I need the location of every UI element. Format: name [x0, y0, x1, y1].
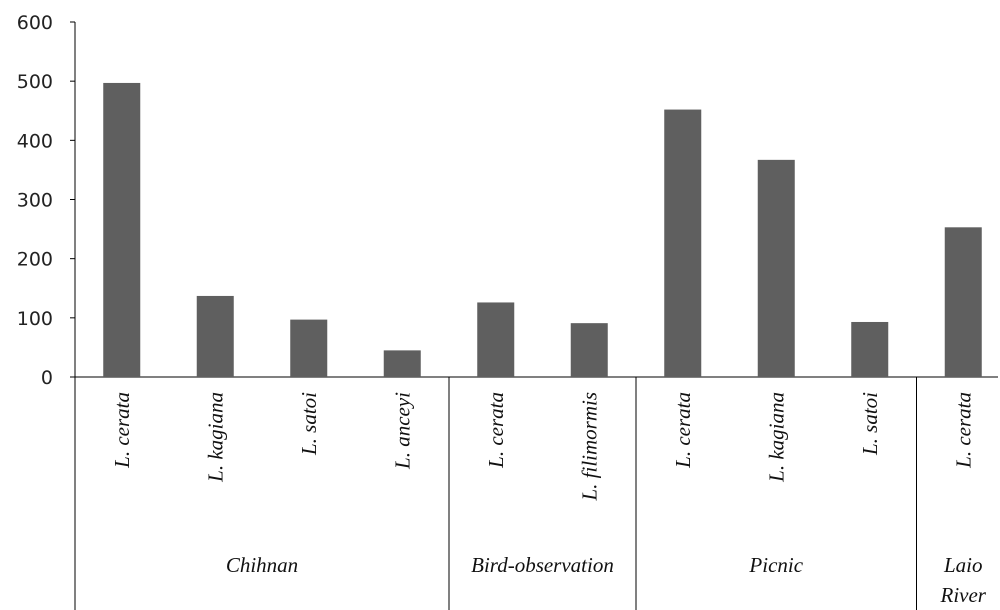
bar [851, 321, 889, 377]
bar [196, 295, 234, 377]
group-label: Laio [943, 553, 983, 577]
group-label: Picnic [748, 553, 803, 577]
bar [570, 323, 608, 377]
bar [103, 82, 141, 378]
group-label: River [940, 583, 987, 607]
bar [944, 227, 982, 377]
y-tick-label: 300 [17, 190, 53, 212]
category-labels: L. cerata L. kagiana L. satoi L. anceyi L. c… [110, 392, 976, 502]
category-label: L. cerata [671, 392, 695, 469]
category-label: L. filimormis [577, 392, 601, 502]
y-tick-label: 400 [17, 130, 53, 152]
y-tick-label: 0 [41, 367, 53, 389]
category-label: L. kagiana [764, 392, 788, 483]
group-label: Chihnan [226, 553, 298, 577]
y-axis-ticks: 0 100 200 300 400 500 600 [17, 12, 75, 389]
category-label: L. anceyi [390, 392, 414, 470]
bar [664, 109, 702, 378]
category-label: L. kagiana [203, 392, 227, 483]
category-label: L. satoi [297, 392, 321, 456]
y-tick-label: 500 [17, 71, 53, 93]
y-tick-label: 600 [17, 12, 53, 34]
bar [290, 319, 328, 377]
group-labels: Chihnan Bird-observation Picnic Laio River [226, 553, 987, 607]
category-label: L. cerata [484, 392, 508, 469]
category-label: L. satoi [858, 392, 882, 456]
bar [383, 350, 421, 377]
group-label: Bird-observation [471, 553, 614, 577]
group-separators [448, 377, 917, 610]
bar [477, 302, 515, 377]
category-label: L. cerata [110, 392, 134, 469]
y-tick-label: 100 [17, 308, 53, 330]
bar [757, 159, 795, 377]
y-tick-label: 200 [17, 249, 53, 271]
category-label: L. cerata [951, 392, 975, 469]
bars [103, 82, 982, 378]
